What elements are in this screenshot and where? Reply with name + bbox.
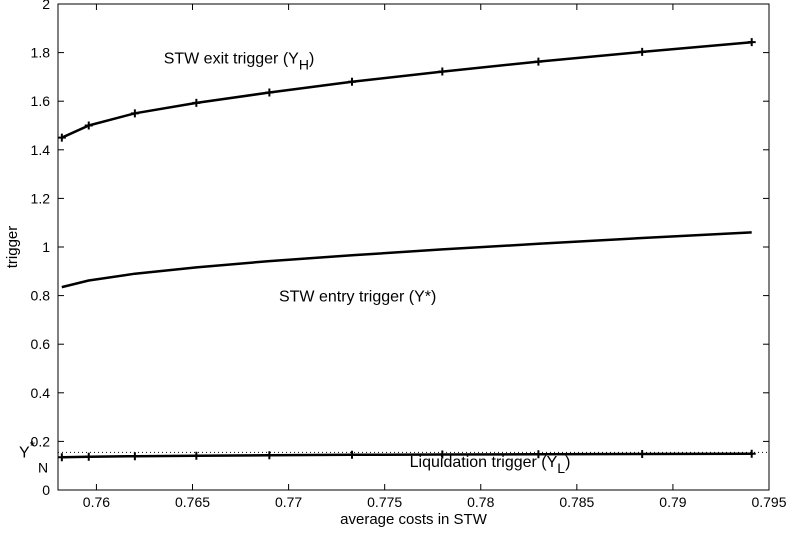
x-tick-label: 0.76 [83, 494, 110, 510]
data-point-liquidation [638, 450, 647, 459]
x-tick-label: 0.775 [367, 494, 402, 510]
y-tick-label: 0.6 [31, 336, 51, 352]
data-point-exit [747, 38, 756, 47]
y-axis-label: trigger [4, 226, 21, 269]
y-tick-label: 1.8 [31, 45, 51, 61]
x-tick-label: 0.77 [275, 494, 302, 510]
y-star-n-label: Y*N [19, 437, 48, 475]
data-point-exit [192, 98, 201, 107]
series-line-entry [61, 231, 752, 289]
x-tick-label: 0.79 [659, 494, 686, 510]
liquidation-trigger-label: Liquidation trigger (YL) [410, 454, 571, 476]
data-point-exit [265, 88, 274, 97]
data-point-exit [57, 133, 66, 142]
x-axis-label: average costs in STW [340, 511, 488, 528]
data-point-liquidation [747, 449, 756, 458]
data-point-liquidation [192, 451, 201, 460]
y-tick-label: 1.6 [31, 93, 51, 109]
data-point-liquidation [534, 450, 543, 459]
data-point-exit [130, 109, 139, 118]
data-point-liquidation [84, 452, 93, 461]
y-tick-label: 1.4 [31, 142, 51, 158]
data-point-exit [84, 121, 93, 130]
plot-frame [57, 3, 770, 491]
x-tick-label: 0.795 [751, 494, 786, 510]
y-tick-label: 1 [42, 239, 50, 255]
data-point-liquidation [265, 451, 274, 460]
exit-trigger-label: STW exit trigger (YH) [164, 51, 315, 73]
y-tick-label: 0.2 [31, 433, 51, 449]
series-line-liquidation [61, 452, 752, 459]
x-tick-label: 0.785 [559, 494, 594, 510]
data-point-liquidation [130, 452, 139, 461]
data-point-liquidation [57, 453, 66, 462]
data-point-exit [638, 47, 647, 56]
y-tick-label: 0.8 [31, 288, 51, 304]
x-tick-label: 0.765 [175, 494, 210, 510]
y-tick-label: 0 [42, 482, 50, 498]
data-point-exit [534, 57, 543, 66]
data-point-exit [438, 67, 447, 76]
data-point-liquidation [438, 450, 447, 459]
y-tick-label: 0.4 [31, 385, 51, 401]
series-line-exit [61, 40, 752, 139]
entry-trigger-label: STW entry trigger (Y*) [279, 289, 436, 306]
y-tick-label: 1.2 [31, 190, 51, 206]
x-tick-label: 0.78 [467, 494, 494, 510]
y-tick-label: 2 [42, 0, 50, 12]
data-point-liquidation [348, 450, 357, 459]
data-point-exit [348, 77, 357, 86]
